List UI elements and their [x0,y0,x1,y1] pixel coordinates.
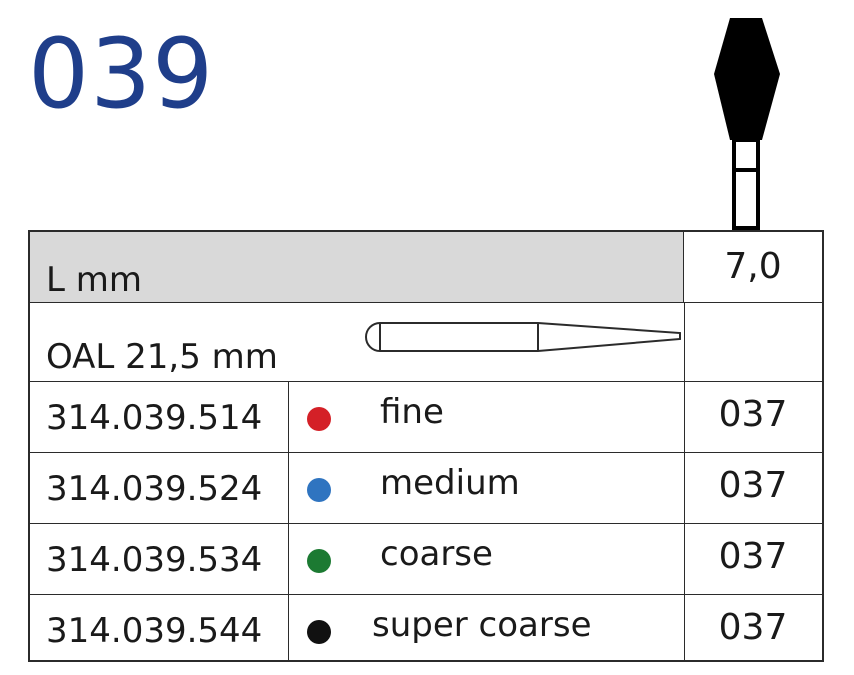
table-row: 314.039.534 coarse 037 [30,523,822,594]
size-value: 037 [718,607,788,648]
grit-color-dot [307,549,331,573]
grit-label: super coarse [372,605,592,645]
table-row: 314.039.524 medium 037 [30,452,822,523]
column-divider [288,524,289,594]
size-value: 037 [718,536,788,577]
length-label: L mm [46,260,142,300]
grit-color-dot [307,478,331,502]
length-value: 7,0 [724,246,782,287]
column-divider [684,382,685,452]
length-row: L mm 7,0 [30,232,822,302]
grit-label: medium [380,463,520,503]
table-row: 314.039.544 super coarse 037 [30,594,822,660]
length-label-cell: L mm [30,232,684,302]
size-value: 037 [718,465,788,506]
grit-label: coarse [380,534,493,574]
grit-color-dot [307,620,331,644]
shank-outline-icon [365,322,681,352]
article-code: 314.039.524 [46,469,263,509]
column-divider [288,382,289,452]
table-row: 314.039.514 fine 037 [30,381,822,452]
article-code: 314.039.544 [46,611,263,651]
article-code: 314.039.534 [46,540,263,580]
column-divider [684,595,685,660]
product-number-title: 039 [28,18,215,130]
article-code: 314.039.514 [46,398,263,438]
grit-label: fine [380,392,444,432]
oal-divider [684,303,685,382]
oal-row: OAL 21,5 mm [30,302,822,382]
oal-label: OAL 21,5 mm [46,337,278,377]
grit-color-dot [307,407,331,431]
bur-head-icon [714,18,780,230]
column-divider [684,453,685,523]
specs-table: L mm 7,0 OAL 21,5 mm 314.039.514 fine 03… [28,230,824,662]
size-value: 037 [718,394,788,435]
column-divider [684,524,685,594]
column-divider [288,453,289,523]
column-divider [288,595,289,660]
